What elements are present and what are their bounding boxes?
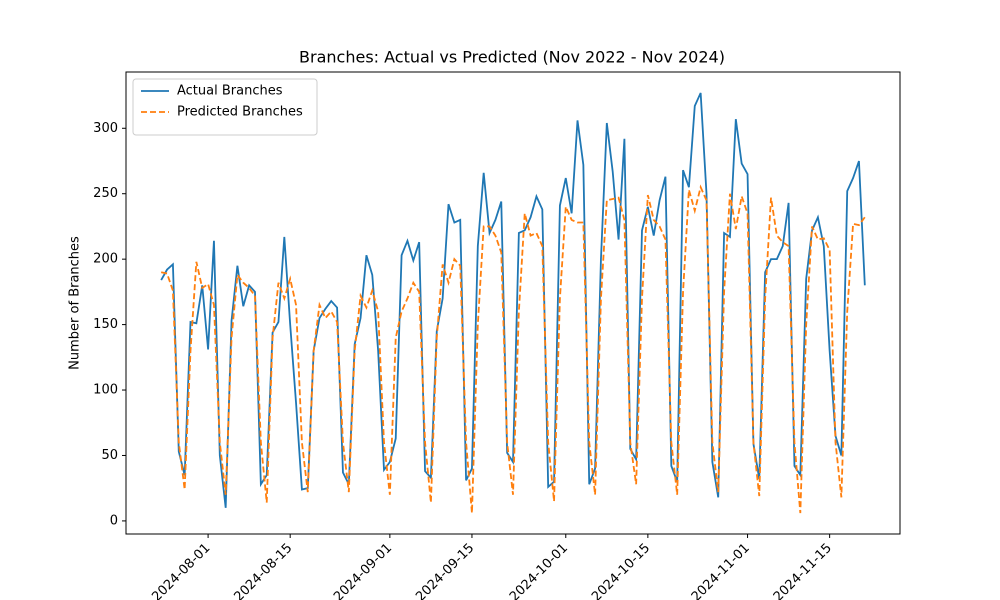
data-line xyxy=(160,92,866,508)
y-tick-label: 100 xyxy=(93,383,118,398)
legend-label: Actual Branches xyxy=(177,84,283,99)
y-tick-label: 300 xyxy=(93,121,118,136)
y-tick-label: 50 xyxy=(101,448,118,463)
data-line xyxy=(160,184,866,514)
plot-frame xyxy=(125,71,901,535)
y-tick-label: 0 xyxy=(110,513,118,528)
legend-box xyxy=(132,78,318,136)
y-tick-label: 250 xyxy=(93,186,118,201)
y-tick-label: 150 xyxy=(93,317,118,332)
legend-label: Predicted Branches xyxy=(177,105,303,120)
chart-title: Branches: Actual vs Predicted (Nov 2022 … xyxy=(299,48,725,67)
y-axis-label: Number of Branches xyxy=(68,236,83,370)
y-tick-label: 200 xyxy=(93,252,118,267)
